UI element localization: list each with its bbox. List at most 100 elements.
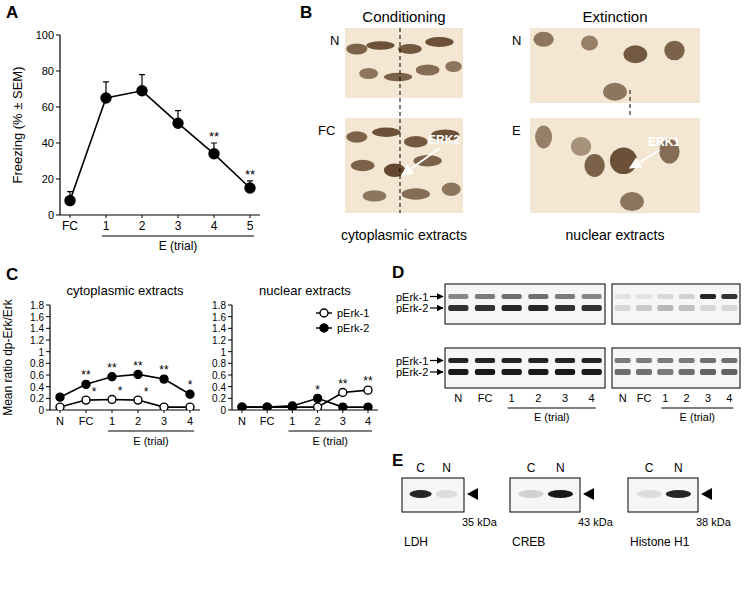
gel-caption: nuclear extracts [566, 227, 665, 243]
annotation: ** [338, 377, 348, 391]
marker [238, 403, 246, 410]
blot-band [721, 305, 737, 311]
y-tick [46, 328, 50, 329]
gel-spot [610, 147, 637, 174]
gel-spot [359, 68, 378, 79]
x-axis [232, 409, 378, 410]
lane-label: N [556, 461, 565, 475]
group-label: E (trial) [312, 435, 347, 447]
blot-band [475, 358, 495, 363]
blot-band [679, 294, 695, 299]
marker [173, 118, 183, 128]
x-tick-label: 3 [340, 415, 346, 427]
dashed-line [630, 90, 631, 118]
y-axis-label: Freezing (% ± SEM) [10, 67, 25, 184]
marker [263, 403, 271, 410]
gel-spot [402, 188, 430, 199]
marker [186, 403, 194, 410]
marker [56, 393, 64, 401]
arrow-label: ERK1 [648, 135, 680, 149]
x-tick-label: 4 [365, 415, 371, 427]
annotation: ** [81, 368, 91, 382]
gel-spot [535, 126, 552, 149]
chart-title: cytoplasmic extracts [66, 283, 184, 298]
y-tick [228, 375, 232, 376]
size-label: 38 kDa [696, 516, 732, 528]
legend-label: pErk-1 [337, 307, 369, 319]
marker [82, 396, 90, 404]
gel-spot [442, 183, 461, 196]
gel-spot [384, 73, 412, 81]
chart-title: nuclear extracts [259, 283, 351, 298]
lane-label: N [454, 392, 462, 404]
gel-spot [372, 128, 400, 138]
series-line [242, 398, 368, 407]
blot-band [615, 305, 631, 311]
lane-label: FC [637, 392, 652, 404]
y-tick-label: 1.4 [212, 323, 226, 334]
blot-band [679, 305, 695, 311]
size-label: 35 kDa [462, 516, 498, 528]
gel-spot [404, 136, 428, 147]
x-tick-label: 1 [289, 415, 295, 427]
blot-band [448, 358, 468, 363]
panel-label: A [6, 3, 18, 22]
x-tick-label: 2 [315, 415, 321, 427]
y-tick [228, 363, 232, 364]
y-tick-label: 1 [220, 347, 226, 358]
gel-spot [603, 83, 627, 101]
lane-label: C [527, 461, 536, 475]
blot-band [679, 369, 695, 375]
gel-spot [584, 154, 604, 177]
x-tick [138, 410, 139, 413]
gel-spot [346, 43, 367, 54]
blot-band [636, 369, 652, 375]
chart: 020406080100FC12345E (trial)Freezing (% … [10, 29, 260, 253]
blot-band [721, 358, 737, 363]
gel-row-label: E [512, 123, 521, 138]
group-line [508, 407, 596, 408]
blot-band [555, 358, 575, 363]
y-tick-label: 0.8 [212, 358, 226, 369]
blot-band [548, 490, 573, 498]
blot-band [435, 490, 457, 498]
x-axis [50, 409, 200, 410]
y-tick [56, 107, 60, 108]
x-tick [267, 410, 268, 413]
marker [137, 86, 147, 96]
blot-frame [612, 284, 740, 324]
x-tick [60, 410, 61, 413]
x-tick [190, 410, 191, 413]
gel-background [530, 28, 700, 103]
annotation: ** [363, 374, 373, 388]
x-tick [342, 410, 343, 413]
y-tick-label: 1.2 [30, 335, 44, 346]
blot-band [615, 358, 631, 363]
annotation: ** [209, 129, 219, 144]
arrow [630, 150, 660, 168]
y-axis [59, 35, 60, 215]
panel-label: B [300, 3, 312, 22]
lane-label: C [645, 461, 654, 475]
blot-name: Histone H1 [630, 535, 690, 549]
y-tick-label: 1 [38, 347, 44, 358]
panel-label: D [392, 263, 404, 282]
blot-band [721, 369, 737, 375]
y-axis [49, 305, 50, 410]
blot-band [636, 294, 652, 299]
lane-label: 1 [662, 392, 668, 404]
blot-band [582, 369, 602, 375]
arrowhead [701, 488, 712, 500]
dashed-line [400, 28, 401, 213]
gel-background [530, 118, 700, 213]
lane-label: N [674, 461, 683, 475]
legend-label: pErk-2 [337, 322, 369, 334]
x-tick [112, 410, 113, 413]
gel-spot [363, 190, 387, 201]
blot-band [582, 358, 602, 363]
gel-spot [624, 45, 648, 63]
x-tick-label: N [238, 415, 246, 427]
gel-spot [366, 41, 394, 49]
blot-band [657, 305, 673, 311]
blot-frame [445, 348, 605, 388]
